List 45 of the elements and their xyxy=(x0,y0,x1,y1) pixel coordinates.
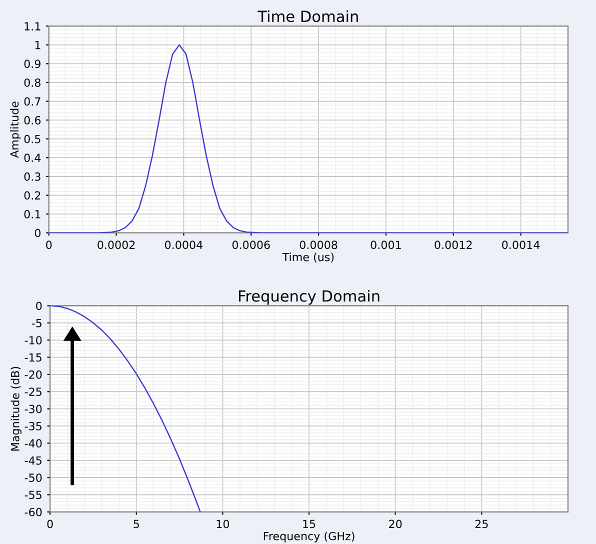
x-tick-label: 5 xyxy=(134,520,139,528)
x-tick-label: 0.0014 xyxy=(502,240,540,250)
x-tick-label: 0.0002 xyxy=(98,240,135,250)
y-tick-label: -20 xyxy=(24,370,42,379)
x-axis-title: Time (us) xyxy=(282,252,334,263)
y-tick-label: 0.3 xyxy=(24,172,40,181)
y-tick-label: -5 xyxy=(32,319,42,328)
y-tick-label: -35 xyxy=(24,422,42,430)
chart-title: Time Domain xyxy=(258,10,358,22)
x-tick-label: 0 xyxy=(47,520,53,528)
y-tick-label: 0.1 xyxy=(24,210,40,218)
x-tick-label: 0.001 xyxy=(370,240,401,250)
y-tick-label: 0.9 xyxy=(24,60,40,68)
y-tick-label: 0.7 xyxy=(24,97,40,106)
y-tick-label: -60 xyxy=(24,508,42,516)
chart-title: Frequency Domain xyxy=(238,290,380,305)
y-tick-label: -10 xyxy=(24,336,42,344)
y-tick-label: 1 xyxy=(35,41,40,50)
x-tick-label: 0.0012 xyxy=(434,240,472,250)
x-tick-label: 20 xyxy=(389,520,402,528)
x-tick-label: 25 xyxy=(475,520,488,528)
y-tick-label: -45 xyxy=(24,456,42,465)
y-tick-label: 1.1 xyxy=(24,22,40,30)
y-tick-label: -40 xyxy=(24,439,42,448)
y-axis-title: Amplitude xyxy=(10,102,21,158)
y-tick-label: 0.4 xyxy=(24,154,41,162)
y-tick-label: -25 xyxy=(24,388,42,396)
x-tick-label: 0 xyxy=(46,240,52,250)
y-tick-label: -50 xyxy=(24,474,42,482)
y-tick-label: 0.6 xyxy=(24,116,41,124)
y-tick-label: -15 xyxy=(24,353,42,362)
x-tick-label: 0.0004 xyxy=(165,240,203,250)
y-tick-label: -30 xyxy=(24,404,42,414)
x-axis-title: Frequency (GHz) xyxy=(264,532,354,542)
x-tick-label: 15 xyxy=(303,520,316,528)
x-tick-label: 0.0008 xyxy=(300,240,338,250)
y-tick-label: 0.5 xyxy=(24,134,40,144)
y-tick-label: 0 xyxy=(34,228,40,238)
y-axis-title: Magnitude (dB) xyxy=(10,366,22,451)
y-tick-label: -55 xyxy=(24,490,42,500)
x-tick-label: 0.0006 xyxy=(232,240,270,250)
y-tick-label: 0.2 xyxy=(24,191,40,200)
y-tick-label: 0.8 xyxy=(24,78,40,87)
y-tick-label: 0 xyxy=(36,302,42,310)
x-tick-label: 10 xyxy=(216,520,230,528)
